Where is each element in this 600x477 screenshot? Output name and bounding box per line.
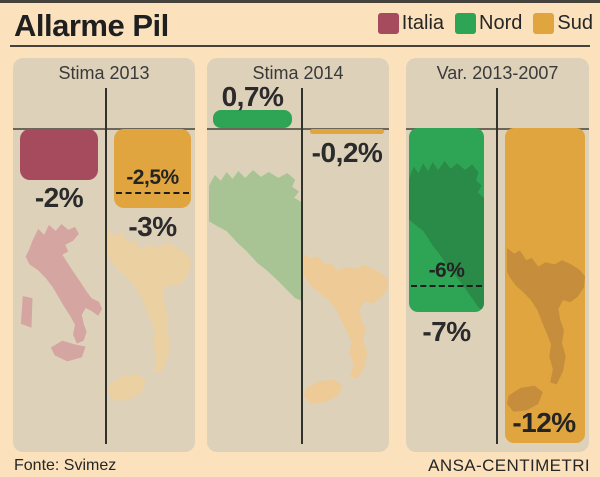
bar-nord-var-value: -7%	[422, 316, 471, 347]
bar-sud-2013-threshold-value: -2,5%	[126, 166, 179, 189]
bar-sud-2013-value: -3%	[128, 211, 177, 242]
bar-sud-var-value: -12%	[512, 407, 576, 438]
north-italy-map-dark	[409, 161, 484, 311]
south-italy-map-faded	[304, 253, 388, 404]
source-note: Fonte: Svimez	[14, 457, 117, 474]
legend-item-italia: Italia	[377, 12, 445, 35]
bar-nord-2014	[213, 110, 292, 128]
panel-stima-2014-divider	[301, 88, 303, 444]
panel-stima-2013: Stima 2013 -2% -2,5% -3%	[13, 58, 195, 452]
bar-nord-var-threshold-value: -6%	[428, 259, 465, 282]
legend-item-sud: Sud	[533, 12, 593, 35]
top-border-line	[0, 0, 600, 3]
legend-label-nord: Nord	[479, 12, 523, 34]
legend-swatch-sud-icon	[533, 13, 555, 34]
legend-swatch-nord-icon	[455, 13, 477, 34]
page-title: Allarme Pil	[14, 8, 169, 43]
bar-sud-2013-dashed-line	[116, 192, 189, 194]
panel-stima-2014-zero-axis	[207, 128, 389, 130]
bar-sud-2014-value: -0,2%	[311, 137, 383, 168]
legend: Italia Nord Sud	[377, 12, 593, 35]
panel-stima-2013-divider	[105, 88, 107, 444]
bar-nord-2014-value: 0,7%	[221, 81, 284, 112]
south-italy-map-faded	[108, 230, 191, 401]
bar-sud-2013: -2,5%	[114, 129, 191, 208]
bar-italia-2013	[20, 129, 98, 180]
legend-label-sud: Sud	[557, 12, 593, 34]
bar-sud-var: -12%	[505, 128, 585, 443]
bar-italia-2013-value: -2%	[34, 182, 84, 213]
panel-var-2013-2007-divider	[496, 88, 498, 444]
credit-note: ANSA-CENTIMETRI	[428, 456, 590, 475]
bar-nord-var-dashed-line	[411, 285, 482, 287]
legend-label-italia: Italia	[401, 12, 445, 34]
italy-map-faded	[20, 223, 103, 362]
legend-item-nord: Nord	[455, 12, 522, 35]
bar-sud-2014	[310, 129, 384, 134]
panel-var-2013-2007-title: Var. 2013-2007	[436, 63, 559, 83]
north-italy-map-faded	[209, 170, 302, 302]
bar-nord-var: -6%	[409, 128, 484, 312]
legend-swatch-italia-icon	[377, 13, 399, 34]
panel-var-2013-2007: Var. 2013-2007 -6% -7% -12%	[406, 58, 589, 452]
panel-stima-2013-zero-axis	[13, 128, 195, 130]
south-italy-map-dark	[507, 248, 585, 412]
header-divider-line	[10, 45, 590, 47]
panel-stima-2013-title: Stima 2013	[58, 63, 150, 83]
panel-stima-2014-title: Stima 2014	[252, 63, 344, 83]
panel-stima-2014: Stima 2014 0,7% -0,2%	[207, 58, 389, 452]
